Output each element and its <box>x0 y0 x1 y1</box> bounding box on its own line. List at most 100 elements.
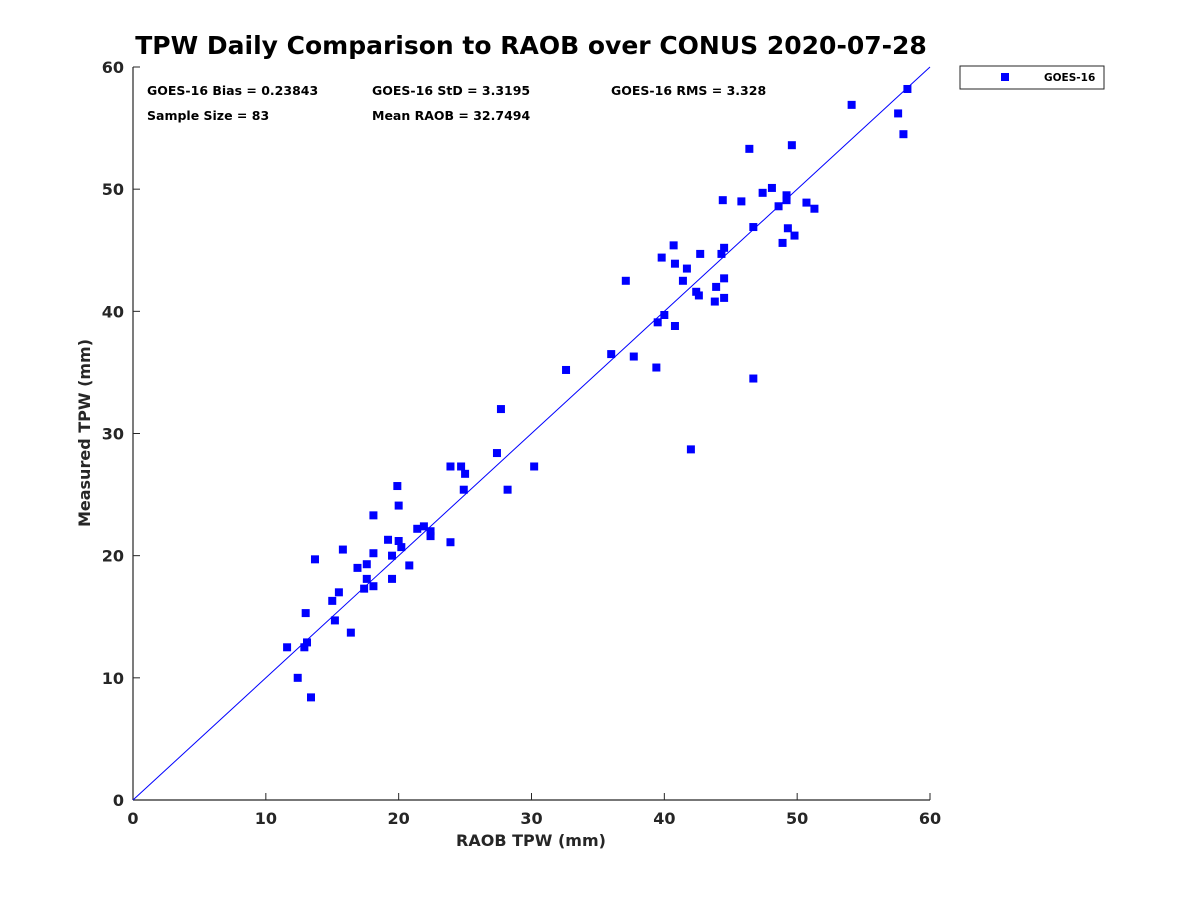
data-point <box>369 582 378 591</box>
data-points-goes-16 <box>283 84 912 702</box>
data-point <box>338 545 347 554</box>
x-tick-label: 60 <box>919 809 941 828</box>
data-point <box>783 224 792 233</box>
data-point <box>718 196 727 205</box>
chart-title: TPW Daily Comparison to RAOB over CONUS … <box>135 31 927 60</box>
data-point <box>457 462 466 471</box>
data-point <box>301 609 310 618</box>
data-point <box>660 310 669 319</box>
data-point <box>394 537 403 546</box>
data-point <box>720 243 729 252</box>
data-point <box>330 616 339 625</box>
data-point <box>328 596 337 605</box>
data-point <box>283 643 292 652</box>
x-axis-label: RAOB TPW (mm) <box>456 831 606 850</box>
data-point <box>653 318 662 327</box>
data-point <box>745 144 754 153</box>
data-point <box>678 276 687 285</box>
data-point <box>670 321 679 330</box>
y-axis-label: Measured TPW (mm) <box>75 339 94 527</box>
data-point <box>496 405 505 414</box>
legend-box <box>959 65 1105 90</box>
data-point <box>782 196 791 205</box>
legend-label-goes-16: GOES-16 <box>1044 72 1095 84</box>
data-point <box>778 238 787 247</box>
data-point <box>621 276 630 285</box>
data-point <box>712 282 721 291</box>
data-point <box>749 374 758 383</box>
data-point <box>782 191 791 200</box>
data-point <box>393 482 402 491</box>
data-point <box>362 560 371 569</box>
data-point <box>657 253 666 262</box>
data-point <box>717 249 726 258</box>
data-point <box>413 524 422 533</box>
data-point <box>388 551 397 560</box>
data-point <box>710 297 719 306</box>
x-tick-label: 30 <box>520 809 542 828</box>
data-point <box>397 543 406 552</box>
legend-marker-goes-16 <box>1001 73 1009 81</box>
data-point <box>394 501 403 510</box>
data-point <box>426 527 435 536</box>
data-point <box>737 197 746 206</box>
y-ticks: 0 10 20 30 40 50 60 <box>102 58 140 810</box>
stats-annotations: GOES-16 Bias = 0.23843 GOES-16 StD = 3.3… <box>147 83 766 123</box>
y-tick-label: 60 <box>102 58 124 77</box>
stat-std: GOES-16 StD = 3.3195 <box>372 83 530 98</box>
data-point <box>426 532 435 541</box>
data-point <box>446 538 455 547</box>
data-point <box>694 291 703 300</box>
data-point <box>670 259 679 268</box>
data-point <box>802 198 811 207</box>
data-point <box>686 445 695 454</box>
data-point <box>720 274 729 283</box>
x-tick-label: 50 <box>786 809 808 828</box>
data-point <box>682 264 691 273</box>
x-tick-label: 0 <box>127 809 138 828</box>
data-point <box>461 469 470 478</box>
data-point <box>388 574 397 583</box>
data-point <box>696 249 705 258</box>
data-point <box>562 365 571 374</box>
data-point <box>360 584 369 593</box>
data-point <box>492 449 501 458</box>
stat-sample-size: Sample Size = 83 <box>147 108 269 123</box>
data-point <box>790 231 799 240</box>
data-point <box>774 202 783 211</box>
one-to-one-reference-line <box>132 66 931 801</box>
data-point <box>346 628 355 637</box>
data-point <box>369 549 378 558</box>
y-tick-label: 40 <box>102 302 124 321</box>
data-point <box>503 485 512 494</box>
data-point <box>629 352 638 361</box>
stat-bias: GOES-16 Bias = 0.23843 <box>147 83 318 98</box>
data-point <box>720 293 729 302</box>
plot-area: 0 10 20 30 40 50 60 0 10 20 30 40 50 60 <box>102 58 941 828</box>
y-tick-label: 30 <box>102 425 124 444</box>
data-point <box>459 485 468 494</box>
y-tick-label: 10 <box>102 669 124 688</box>
data-point <box>810 204 819 213</box>
y-tick-label: 0 <box>113 791 124 810</box>
data-point <box>899 130 908 139</box>
data-point <box>607 350 616 359</box>
data-point <box>405 561 414 570</box>
data-point <box>300 643 309 652</box>
data-point <box>334 588 343 597</box>
x-tick-label: 40 <box>653 809 675 828</box>
data-point <box>362 574 371 583</box>
data-point <box>293 673 302 682</box>
stat-mean-raob: Mean RAOB = 32.7494 <box>372 108 530 123</box>
x-tick-label: 10 <box>255 809 277 828</box>
stat-rms: GOES-16 RMS = 3.328 <box>611 83 766 98</box>
data-point <box>758 188 767 197</box>
x-ticks: 0 10 20 30 40 50 60 <box>127 793 941 828</box>
legend: GOES-16 <box>959 65 1105 90</box>
data-point <box>369 511 378 520</box>
data-point <box>669 241 678 250</box>
data-point <box>353 563 362 572</box>
data-point <box>652 363 661 372</box>
data-point <box>847 100 856 109</box>
